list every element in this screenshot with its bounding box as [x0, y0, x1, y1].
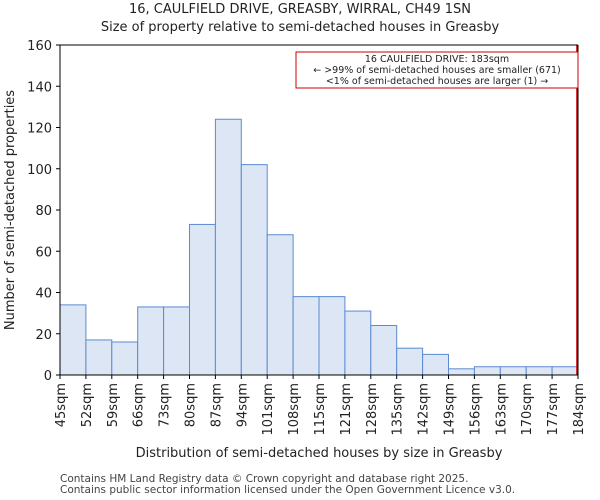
y-axis-label: Number of semi-detached properties	[3, 90, 18, 330]
annotation-box: 16 CAULFIELD DRIVE: 183sqm ← >99% of sem…	[295, 51, 579, 89]
x-tick-label: 94sqm	[235, 383, 250, 427]
annotation-line-2: ← >99% of semi-detached houses are small…	[313, 65, 561, 76]
y-tick-label: 120	[27, 122, 52, 137]
x-tick-label: 163sqm	[494, 383, 509, 436]
bar-87sqm	[214, 118, 242, 376]
chart-subtitle: Size of property relative to semi-detach…	[100, 20, 500, 35]
y-tick-label: 40	[35, 287, 52, 302]
x-tick-label: 128sqm	[365, 383, 380, 436]
y-tick-label: 0	[44, 369, 52, 384]
y-tick-label: 80	[35, 204, 52, 219]
bar-177sqm	[551, 366, 579, 376]
annotation-line-1: 16 CAULFIELD DRIVE: 183sqm	[365, 54, 509, 65]
bar-163sqm	[499, 366, 527, 376]
x-tick-label: 149sqm	[443, 383, 458, 436]
bar-142sqm	[422, 353, 450, 376]
x-tick-label: 184sqm	[572, 383, 587, 436]
y-tick-label: 140	[27, 80, 52, 95]
x-tick-label: 52sqm	[80, 383, 95, 427]
bar-135sqm	[396, 347, 424, 376]
y-tick-label: 20	[35, 328, 52, 343]
bar-66sqm	[137, 306, 165, 376]
bar-121sqm	[344, 310, 372, 376]
x-tick-label: 108sqm	[287, 383, 302, 436]
annotation-line-3: <1% of semi-detached houses are larger (…	[326, 76, 548, 87]
bar-115sqm	[318, 296, 346, 376]
bar-59sqm	[111, 341, 139, 376]
bar-149sqm	[448, 368, 475, 376]
bar-94sqm	[240, 164, 268, 376]
x-tick-label: 45sqm	[54, 383, 69, 427]
x-tick-label: 66sqm	[132, 383, 147, 427]
chart-title: 16, CAULFIELD DRIVE, GREASBY, WIRRAL, CH…	[129, 2, 471, 17]
x-tick-label: 170sqm	[520, 383, 535, 436]
bar-80sqm	[189, 223, 216, 376]
x-tick-label: 101sqm	[261, 383, 276, 436]
bar-73sqm	[163, 306, 191, 376]
y-tick-label: 60	[35, 245, 52, 260]
bar-101sqm	[266, 234, 294, 376]
x-tick-label: 135sqm	[391, 383, 406, 436]
x-tick-label: 87sqm	[209, 383, 224, 427]
bar-170sqm	[525, 366, 553, 376]
x-tick-label: 177sqm	[546, 383, 561, 436]
bar-108sqm	[292, 296, 320, 376]
x-axis-label: Distribution of semi-detached houses by …	[136, 446, 503, 461]
x-tick-label: 142sqm	[417, 383, 432, 436]
bar-128sqm	[370, 325, 398, 376]
y-tick-label: 100	[27, 163, 52, 178]
x-tick-label: 121sqm	[339, 383, 354, 436]
x-tick-label: 115sqm	[313, 383, 328, 436]
bar-156sqm	[473, 366, 501, 376]
footer-line-2: Contains public sector information licen…	[60, 484, 516, 496]
footer-line-1: Contains HM Land Registry data © Crown c…	[60, 473, 469, 485]
y-tick-label: 160	[27, 39, 52, 54]
x-tick-label: 73sqm	[158, 383, 173, 427]
bar-45sqm	[59, 304, 87, 376]
x-tick-label: 59sqm	[106, 383, 121, 427]
bar-52sqm	[85, 339, 113, 376]
x-tick-label: 156sqm	[468, 383, 483, 436]
x-tick-label: 80sqm	[184, 383, 199, 427]
